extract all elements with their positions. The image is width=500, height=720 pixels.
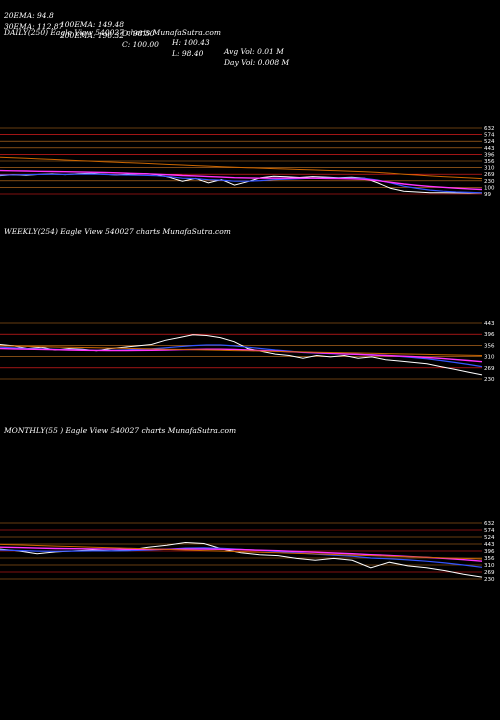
monthly-chart-title: MONTHLY(55 ) Eagle View 540027 charts Mu… [4,426,237,435]
series-line-price [0,334,483,376]
header-day-vol: Day Vol: 0.008 M [224,58,290,67]
series-line-ema-fast [0,173,483,194]
series-line-ema-mid [0,169,483,191]
level-label: 269 [484,366,495,372]
level-label: 310 [484,563,495,569]
series-line-ema-slow [0,543,483,560]
level-label: 574 [484,133,495,139]
weekly-chart: 443 396 356 310 269 230 [0,321,495,383]
level-label: 230 [484,577,495,583]
header-avg-vol: Avg Vol: 0.01 M [224,47,284,56]
level-label: 632 [484,126,495,132]
level-label: 269 [484,172,495,178]
series-line-price [0,172,483,194]
level-label: 356 [484,343,495,349]
level-label: 443 [484,542,495,548]
level-label: 396 [484,332,495,338]
level-label: 269 [484,570,495,576]
level-label: 310 [484,166,495,172]
level-label: 524 [484,139,495,145]
series-line-ema-mid [0,347,483,363]
level-label: 396 [484,549,495,555]
level-label: 356 [484,556,495,562]
level-label: 310 [484,355,495,361]
header-low: L: 98.40 [172,49,204,58]
header-30ema: 30EMA: 112.87 [4,22,64,31]
level-label: 443 [484,146,495,152]
header-high: H: 100.43 [172,38,210,47]
series-line-ema-slow [0,345,483,356]
weekly-chart-title: WEEKLY(254) Eagle View 540027 charts Mun… [4,227,231,236]
header-close: C: 100.00 [122,40,159,49]
level-label: 99 [484,192,491,198]
level-label: 230 [484,179,495,185]
level-label: 632 [484,521,495,527]
level-label: 230 [484,377,495,383]
header-100ema: 100EMA: 149.48 [60,20,125,29]
series-line-ema-mid [0,546,483,562]
level-label: 443 [484,321,495,327]
level-label: 524 [484,535,495,541]
ema-header-row-1: 20EMA: 94.8 100EMA: 149.48 O: 98.50 H: 1… [4,2,284,56]
level-label: 574 [484,528,495,534]
daily-chart-title: DAILY(250) Eagle View 540027 charts Muna… [4,28,221,37]
series-line-ema-slow [0,156,483,180]
level-label: 396 [484,152,495,158]
header-open: O: 98.50 [122,29,155,38]
header-20ema: 20EMA: 94.8 [4,11,54,20]
header-200ema: 200EMA: 196.32 [60,31,125,40]
ema-header-row-2: 30EMA: 112.87 200EMA: 196.32 C: 100.00 L… [4,13,289,67]
level-label: 100 [484,185,495,191]
level-label: 356 [484,159,495,165]
